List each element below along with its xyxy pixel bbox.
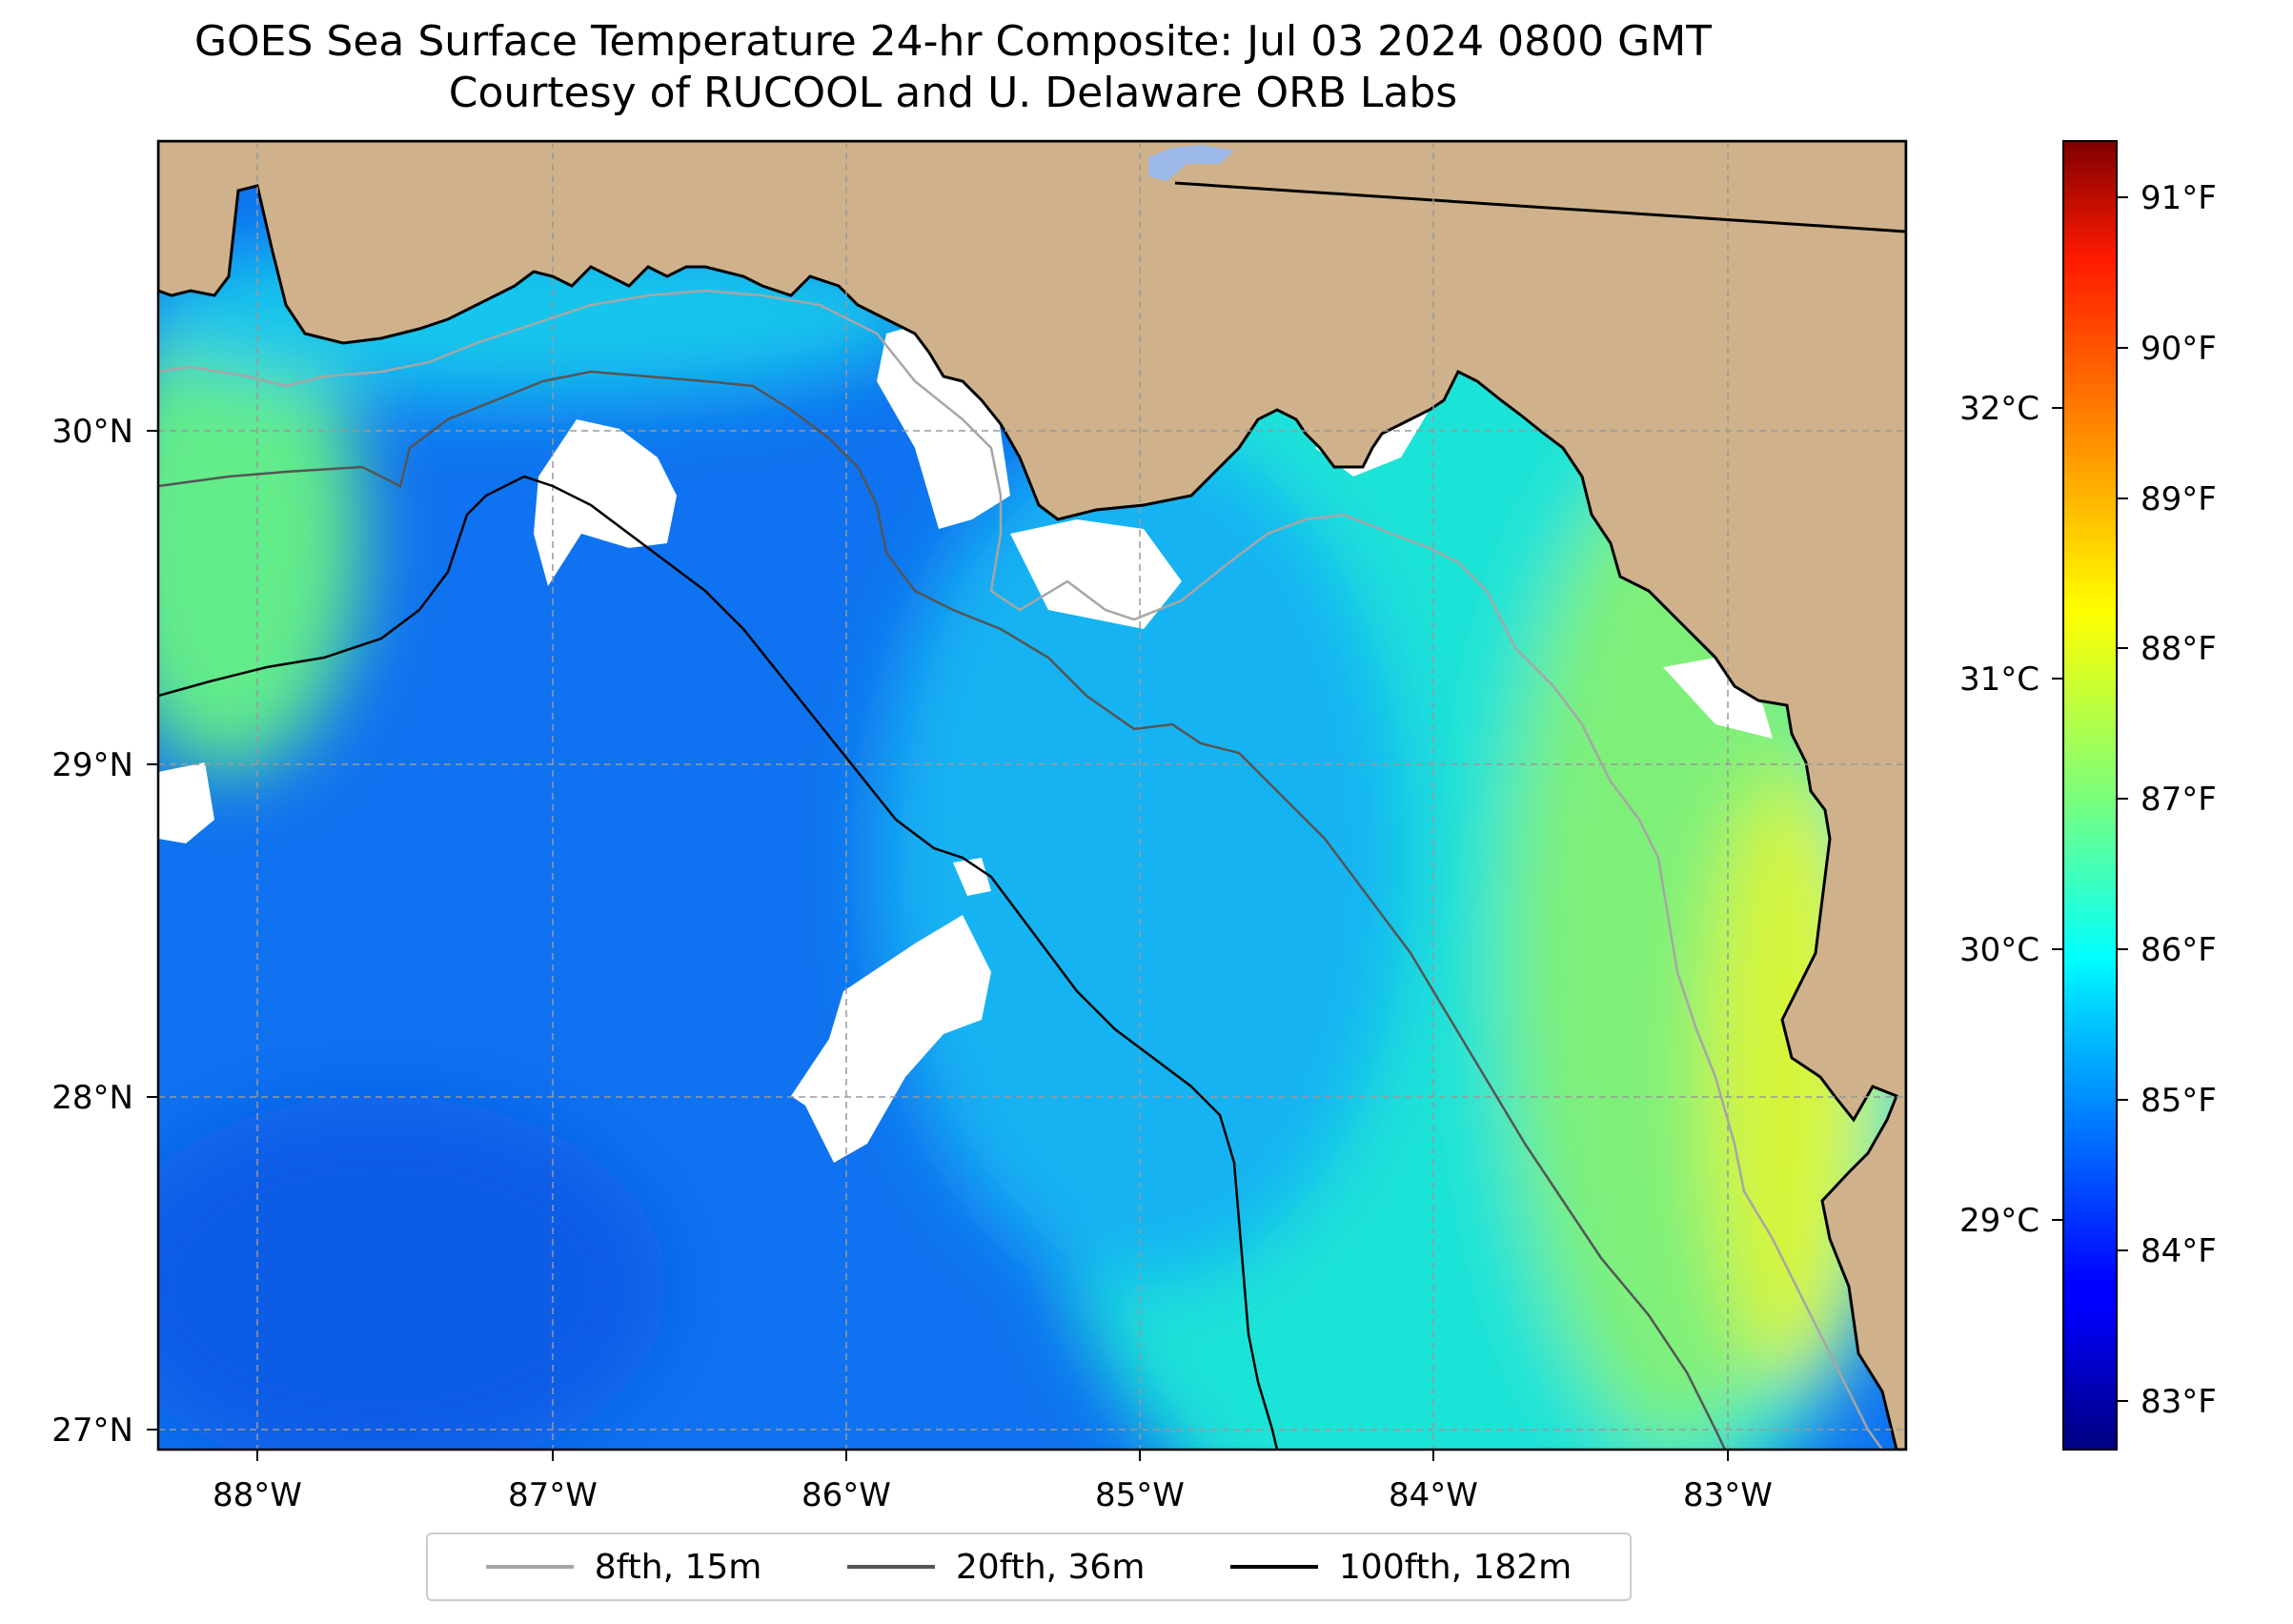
state-boundary <box>1174 181 1906 233</box>
colorbar-fahrenheit-label: 85°F <box>2141 1082 2217 1120</box>
isobath-20fth <box>158 370 1727 1450</box>
gridlines <box>158 141 1906 1450</box>
lon-tick-label: 86°W <box>802 1476 891 1514</box>
lat-tick-marks <box>147 430 158 1431</box>
legend-label: 8fth, 15m <box>594 1547 762 1587</box>
colorbar-ticks-celsius <box>2052 407 2063 1221</box>
colorbar <box>2062 140 2118 1451</box>
lon-tick-label: 87°W <box>508 1476 598 1514</box>
lon-tick-marks <box>256 1450 1729 1461</box>
legend-label: 100fth, 182m <box>1338 1547 1573 1587</box>
colorbar-celsius-label: 30°C <box>1959 931 2039 969</box>
isobath-8fth <box>158 289 1884 1450</box>
map-frame <box>156 139 1908 1451</box>
lon-tick-label: 83°W <box>1683 1476 1773 1514</box>
colorbar-celsius-label: 31°C <box>1959 660 2039 699</box>
colorbar-fahrenheit-label: 86°F <box>2141 931 2217 969</box>
legend-swatch <box>1229 1565 1318 1569</box>
lat-tick-label: 29°N <box>51 746 133 784</box>
map-panel <box>158 141 1906 1450</box>
colorbar-celsius-label: 29°C <box>1959 1202 2039 1240</box>
colorbar-fahrenheit-label: 91°F <box>2141 179 2217 217</box>
colorbar-fahrenheit-label: 87°F <box>2141 781 2217 819</box>
legend-item-20fth: 20fth, 36m <box>846 1547 1146 1587</box>
legend-swatch <box>846 1565 935 1569</box>
lon-tick-label: 88°W <box>213 1476 302 1514</box>
map-subtitle: Courtesy of RUCOOL and U. Delaware ORB L… <box>448 69 1458 117</box>
legend-item-8fth: 8fth, 15m <box>485 1547 762 1587</box>
land <box>158 141 1906 1450</box>
colorbar-fahrenheit-label: 84°F <box>2141 1232 2217 1270</box>
lake <box>1148 145 1234 181</box>
lon-tick-label: 84°W <box>1389 1476 1478 1514</box>
legend-swatch <box>485 1565 574 1569</box>
legend-item-100fth: 100fth, 182m <box>1229 1547 1573 1587</box>
lat-tick-label: 27°N <box>51 1411 133 1450</box>
colorbar-celsius-label: 32°C <box>1959 390 2039 428</box>
lat-tick-label: 30°N <box>51 413 133 451</box>
lat-tick-label: 28°N <box>51 1079 133 1117</box>
colorbar-ticks-fahrenheit <box>2117 196 2128 1402</box>
lon-tick-label: 85°W <box>1095 1476 1185 1514</box>
legend-label: 20fth, 36m <box>955 1547 1146 1587</box>
colorbar-fahrenheit-label: 88°F <box>2141 630 2217 668</box>
isobath-legend: 8fth, 15m 20fth, 36m 100fth, 182m <box>426 1533 1632 1601</box>
colorbar-fahrenheit-label: 83°F <box>2141 1383 2217 1421</box>
colorbar-fahrenheit-label: 90°F <box>2141 330 2217 368</box>
colorbar-fahrenheit-label: 89°F <box>2141 480 2217 518</box>
isobath-100fth <box>158 475 1279 1450</box>
map-title: GOES Sea Surface Temperature 24-hr Compo… <box>193 17 1713 66</box>
